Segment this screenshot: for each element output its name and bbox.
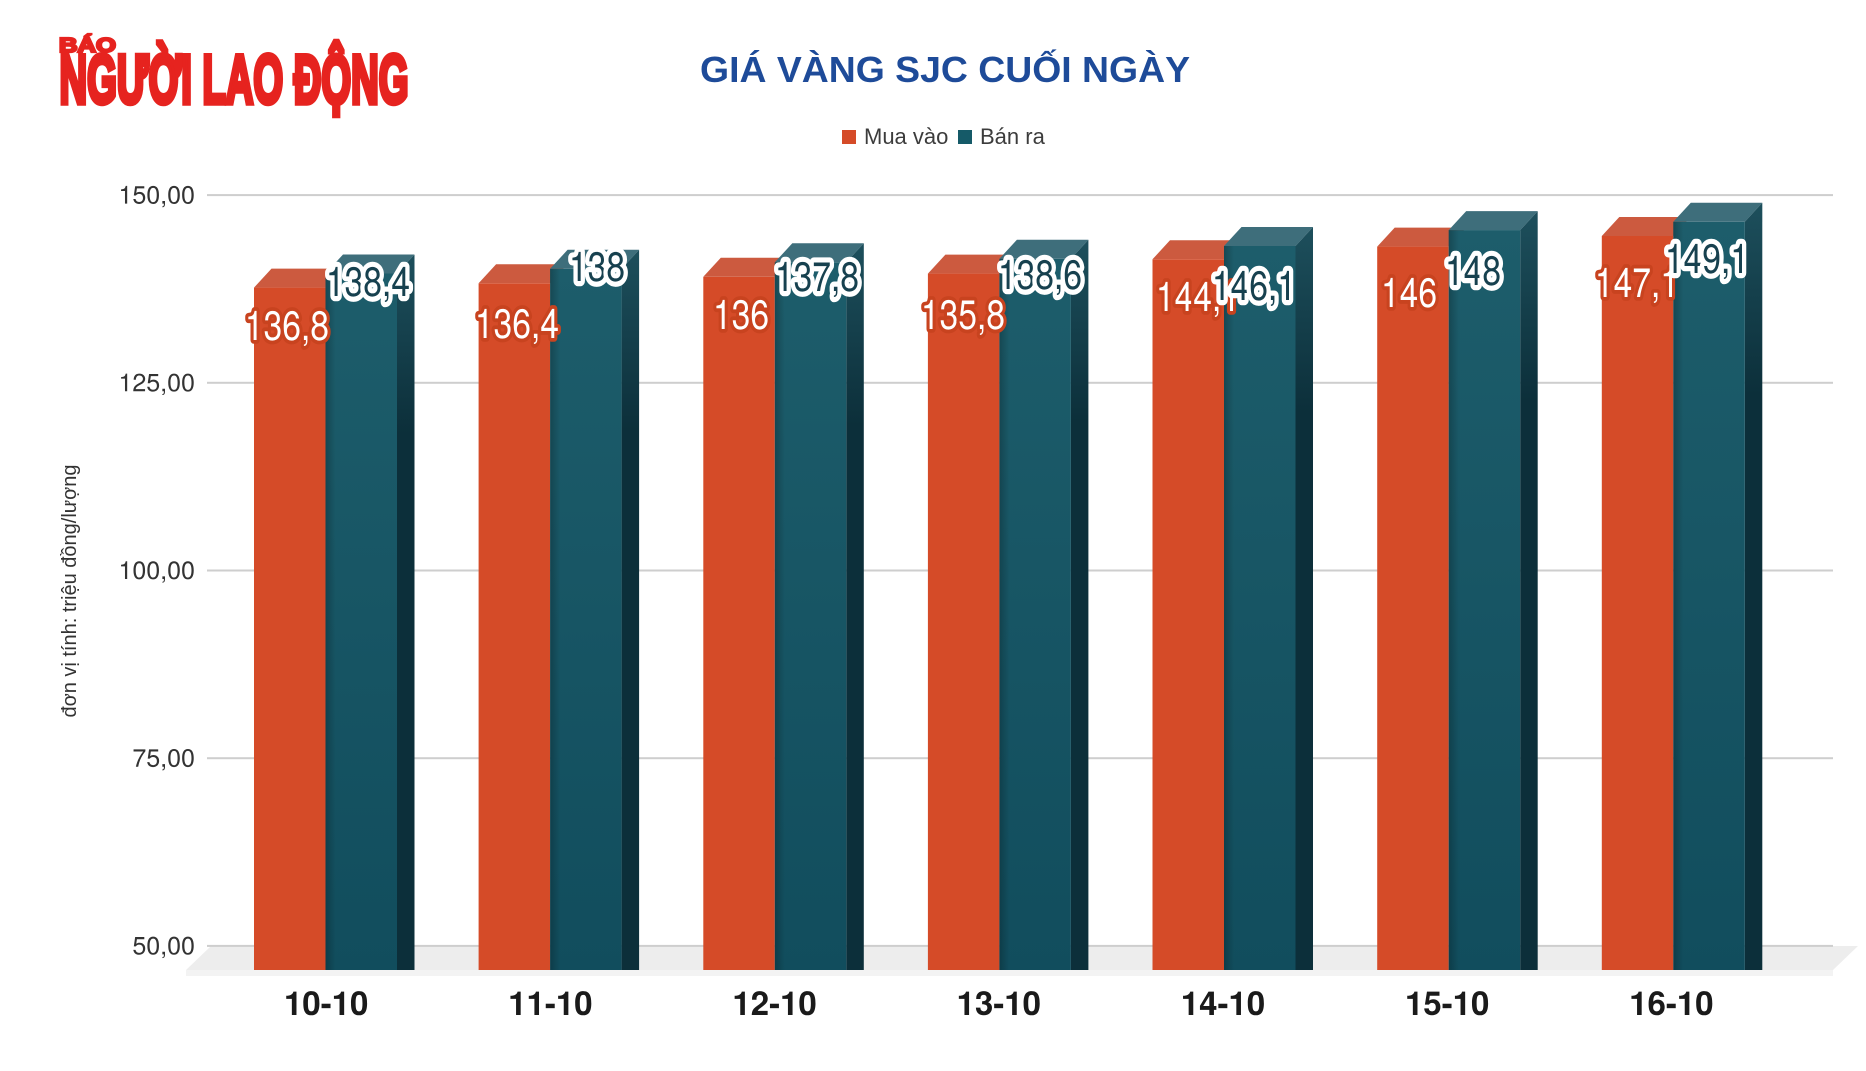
- svg-text:NGƯỜI LAO ĐỘNG: NGƯỜI LAO ĐỘNG: [60, 41, 409, 118]
- svg-text:Mua vào: Mua vào: [864, 124, 948, 149]
- svg-text:đơn vị tính: triệu đồng/lượng: đơn vị tính: triệu đồng/lượng: [59, 464, 81, 717]
- svg-text:BÁO: BÁO: [59, 34, 116, 57]
- svg-text:GIÁ VÀNG SJC CUỐI NGÀY: GIÁ VÀNG SJC CUỐI NGÀY: [700, 48, 1190, 90]
- svg-text:Bán ra: Bán ra: [980, 124, 1046, 149]
